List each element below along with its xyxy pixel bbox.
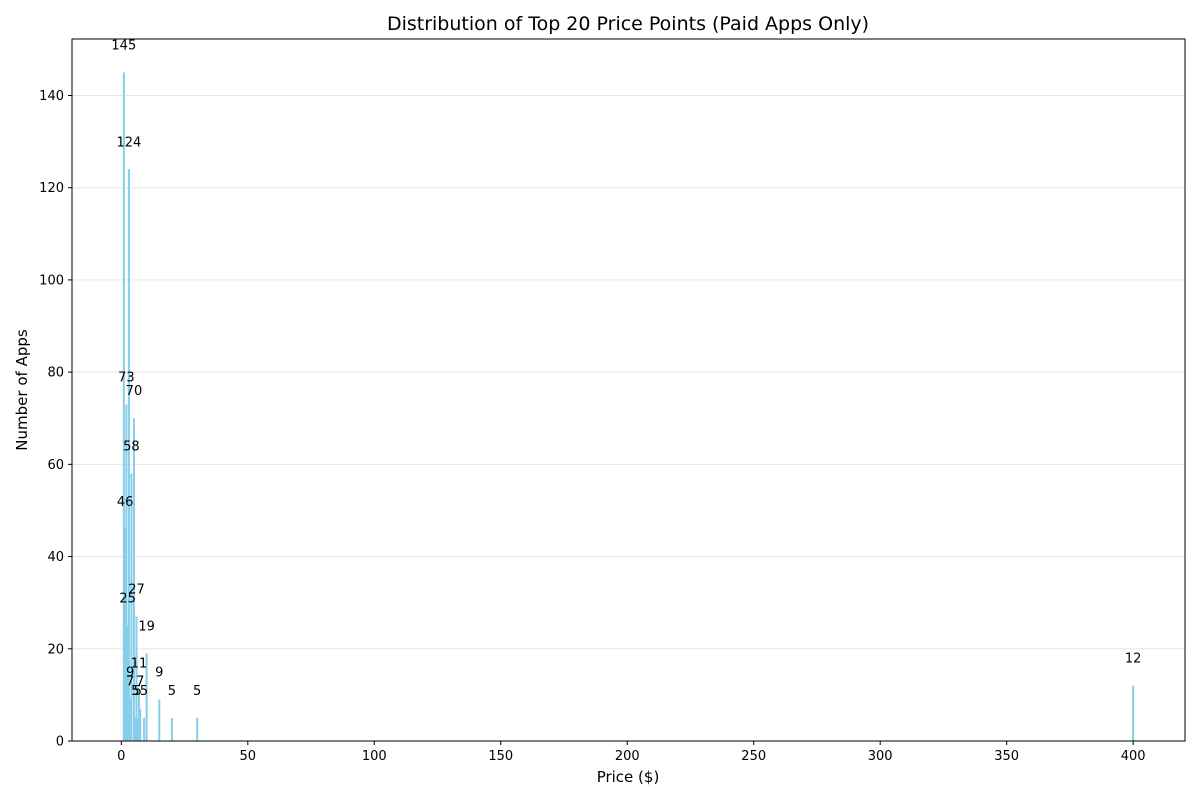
- chart-title: Distribution of Top 20 Price Points (Pai…: [387, 13, 869, 35]
- bar-10: [158, 699, 161, 741]
- y-axis-label: Number of Apps: [13, 329, 31, 451]
- bar-3: [132, 418, 135, 741]
- bars: [122, 72, 1135, 741]
- data-label-11: 9: [126, 666, 134, 681]
- bar-12: [1132, 685, 1135, 741]
- y-axis-ticks: 0 20 40 60 80 100 120 140: [39, 89, 72, 750]
- bar-5: [124, 528, 127, 741]
- bar-6: [135, 616, 138, 741]
- bar-13: [139, 708, 142, 741]
- data-label-7: 25: [119, 592, 136, 607]
- y-tick-label-4: 80: [47, 366, 64, 381]
- y-tick-label-1: 20: [47, 642, 64, 657]
- bar-17: [143, 717, 146, 741]
- data-label-19: 5: [193, 684, 201, 699]
- x-axis-label: Price ($): [597, 768, 660, 786]
- bar-4: [130, 473, 133, 741]
- data-label-3: 70: [126, 384, 143, 399]
- data-label-17: 5: [140, 684, 148, 699]
- data-label-4: 58: [123, 440, 140, 455]
- data-label-5: 46: [117, 495, 134, 510]
- bar-19: [196, 717, 199, 741]
- bar-15: [134, 717, 137, 741]
- data-label-14: 7: [126, 675, 134, 690]
- y-tick-label-0: 0: [56, 735, 64, 750]
- data-label-10: 9: [155, 666, 163, 681]
- data-label-16: 5: [134, 684, 142, 699]
- bar-2: [125, 404, 128, 741]
- y-tick-label-5: 100: [39, 273, 64, 288]
- y-tick-label-3: 60: [47, 458, 64, 473]
- data-label-15: 5: [131, 684, 139, 699]
- grid: [72, 94, 1185, 650]
- bar-16: [136, 717, 139, 741]
- data-label-1: 124: [116, 135, 141, 150]
- x-tick-label-1: 50: [240, 749, 257, 764]
- x-tick-label-2: 100: [362, 749, 387, 764]
- data-label-6: 27: [128, 583, 145, 598]
- data-label-12: 12: [1125, 652, 1142, 667]
- x-tick-label-5: 250: [741, 749, 766, 764]
- data-label-9: 11: [131, 656, 148, 671]
- data-label-2: 73: [118, 370, 135, 385]
- data-label-0: 145: [111, 38, 136, 53]
- y-tick-label-7: 140: [39, 89, 64, 104]
- bar-8: [145, 653, 148, 741]
- x-tick-label-0: 0: [117, 749, 125, 764]
- y-tick-label-6: 120: [39, 181, 64, 196]
- data-label-18: 5: [168, 684, 176, 699]
- x-tick-label-6: 300: [868, 749, 893, 764]
- x-axis-ticks: 0 50 100 150 200 250 300 350 400: [117, 741, 1146, 764]
- bar-14: [129, 708, 132, 741]
- x-tick-label-4: 200: [615, 749, 640, 764]
- bar-9: [138, 690, 141, 741]
- plot-frame: [71, 38, 1186, 742]
- data-label-13: 7: [136, 675, 144, 690]
- x-tick-label-3: 150: [488, 749, 513, 764]
- bar-18: [170, 717, 173, 741]
- x-tick-label-7: 350: [994, 749, 1019, 764]
- data-label-8: 19: [138, 619, 155, 634]
- bar-7: [126, 625, 129, 741]
- y-tick-label-2: 40: [47, 550, 64, 565]
- bar-0: [122, 72, 125, 741]
- x-tick-label-8: 400: [1121, 749, 1146, 764]
- bar-1: [127, 169, 130, 741]
